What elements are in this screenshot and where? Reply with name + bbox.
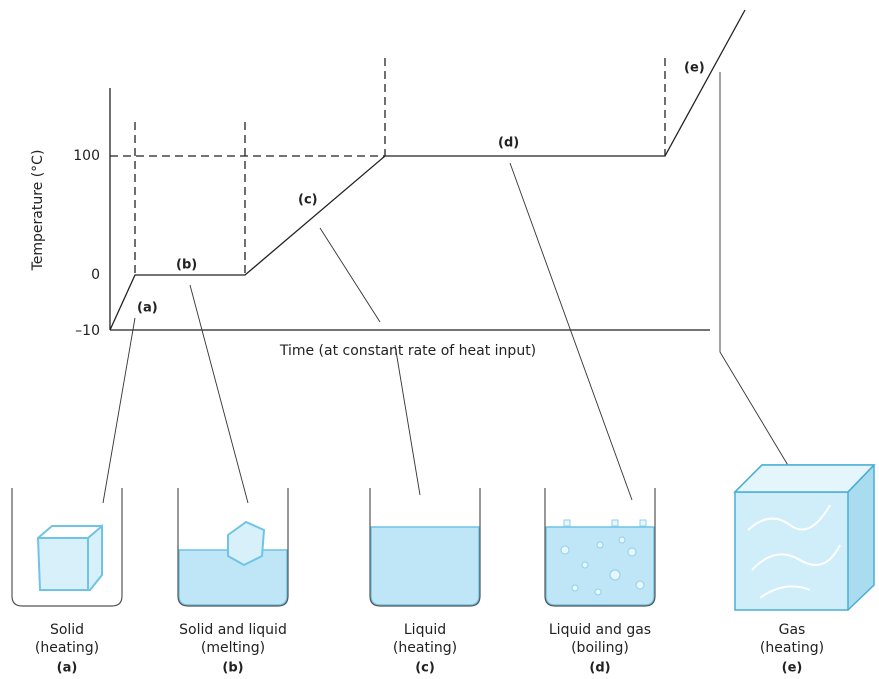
segment-label: (d) — [498, 136, 519, 151]
x-axis-label: Time (at constant rate of heat input) — [279, 343, 536, 359]
leader-lines — [102, 72, 796, 504]
caption: Liquid — [404, 622, 446, 638]
beaker-melting — [177, 488, 289, 607]
y-tick-label: 0 — [91, 267, 100, 283]
caption: Solid and liquid — [179, 622, 287, 638]
segment-label: (a) — [137, 301, 158, 316]
y-axis-label: Temperature (°C) — [30, 150, 46, 272]
caption: (heating) — [393, 640, 457, 656]
beaker-liquid — [369, 488, 481, 607]
y-tick-label: –10 — [75, 323, 100, 339]
segment-label: (e) — [684, 61, 705, 76]
segment-label: (c) — [298, 193, 318, 208]
caption: (boiling) — [571, 640, 629, 656]
guides — [110, 58, 666, 275]
caption: Gas — [779, 622, 806, 638]
heating-curve — [109, 9, 746, 331]
gas-cube — [733, 464, 876, 612]
panel-letter: (a) — [57, 661, 78, 676]
beaker-solid — [11, 488, 123, 607]
caption: Liquid and gas — [549, 622, 651, 638]
panel-letter: (c) — [415, 661, 435, 676]
caption: (melting) — [201, 640, 265, 656]
panel-letter: (e) — [782, 661, 803, 676]
panel-letter: (d) — [589, 661, 610, 676]
beaker-boiling — [544, 488, 656, 607]
caption: (heating) — [760, 640, 824, 656]
caption: (heating) — [35, 640, 99, 656]
y-tick-label: 100 — [73, 148, 100, 164]
segment-label: (b) — [176, 258, 197, 273]
panel-letter: (b) — [222, 661, 243, 676]
caption: Solid — [50, 622, 84, 638]
